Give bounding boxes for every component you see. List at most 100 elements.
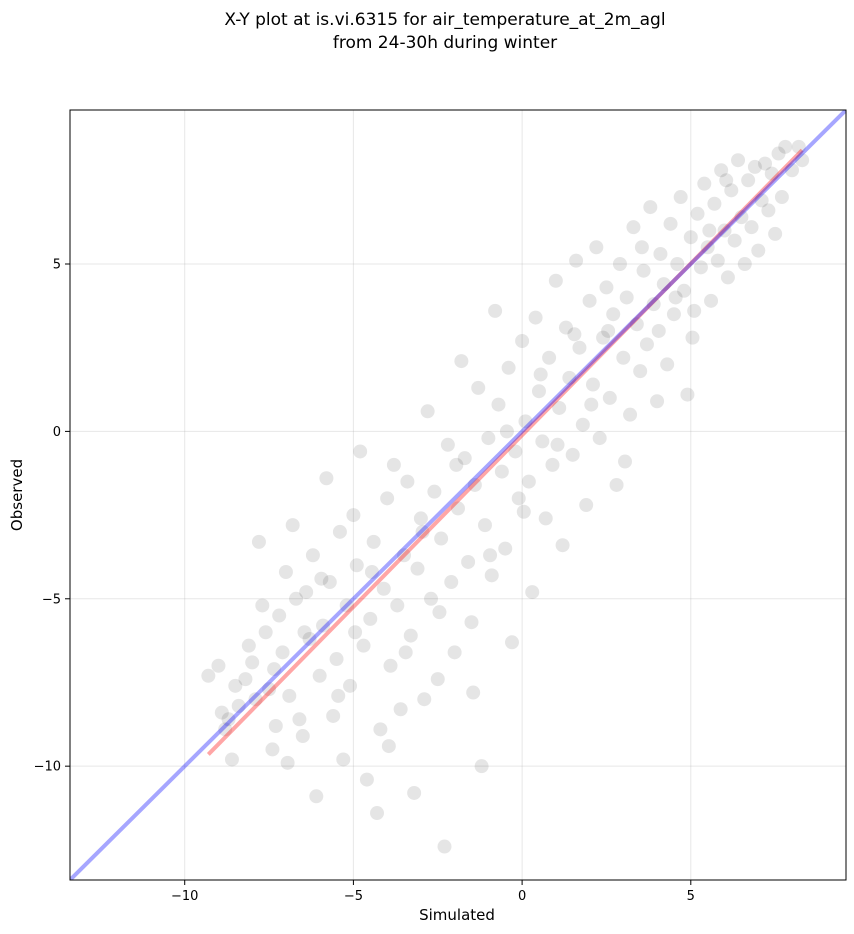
data-point	[633, 364, 648, 379]
data-point	[322, 575, 337, 590]
data-point	[653, 246, 668, 261]
data-point	[710, 253, 725, 268]
data-point	[245, 655, 260, 670]
data-point	[660, 357, 675, 372]
data-point	[218, 722, 233, 737]
data-point	[359, 772, 374, 787]
chart-title-line-1: X-Y plot at is.vi.6315 for air_temperatu…	[224, 10, 665, 30]
data-point	[609, 477, 624, 492]
data-point	[634, 240, 649, 255]
data-point	[680, 387, 695, 402]
regression-line	[206, 148, 804, 756]
data-point	[474, 759, 489, 774]
data-point	[366, 534, 381, 549]
data-point	[471, 380, 486, 395]
data-point	[501, 360, 516, 375]
data-point	[791, 139, 806, 154]
data-point	[491, 397, 506, 412]
data-point	[589, 240, 604, 255]
data-point	[516, 504, 531, 519]
data-point	[410, 561, 425, 576]
data-point	[601, 323, 616, 338]
data-point	[666, 307, 681, 322]
data-point	[623, 407, 638, 422]
data-point	[258, 625, 273, 640]
data-point	[376, 581, 391, 596]
chart-title-line-2: from 24-30h during winter	[333, 33, 557, 53]
data-point	[331, 688, 346, 703]
data-point	[437, 839, 452, 854]
data-point	[319, 471, 334, 486]
data-point	[643, 200, 658, 215]
data-point	[461, 554, 476, 569]
data-point	[758, 156, 773, 171]
fit-lines	[70, 110, 846, 880]
data-point	[424, 591, 439, 606]
data-point	[697, 176, 712, 191]
data-point	[504, 635, 519, 650]
data-point	[356, 638, 371, 653]
data-point	[511, 491, 526, 506]
data-point	[466, 685, 481, 700]
data-point	[707, 196, 722, 211]
data-point	[744, 220, 759, 235]
data-points	[201, 139, 810, 854]
data-point	[348, 625, 363, 640]
data-point	[558, 320, 573, 335]
y-axis-label: Observed	[8, 459, 26, 531]
data-point	[555, 538, 570, 553]
data-point	[373, 722, 388, 737]
data-point	[449, 457, 464, 472]
data-point	[407, 785, 422, 800]
data-point	[518, 414, 533, 429]
data-point	[353, 444, 368, 459]
data-point	[636, 263, 651, 278]
data-point	[690, 206, 705, 221]
data-point	[663, 216, 678, 231]
data-point	[349, 558, 364, 573]
data-point	[737, 257, 752, 271]
data-point	[221, 712, 236, 727]
data-point	[295, 729, 310, 744]
data-point	[464, 615, 479, 630]
data-point	[329, 652, 344, 667]
data-point	[545, 457, 560, 472]
data-point	[585, 377, 600, 392]
data-point	[238, 672, 253, 687]
x-tick-label: 0	[518, 889, 526, 904]
y-tick-label: −10	[34, 760, 61, 775]
data-point	[255, 598, 270, 613]
data-point	[312, 668, 327, 683]
grid-lines	[70, 110, 846, 880]
data-point	[602, 390, 617, 405]
data-point	[224, 752, 239, 767]
data-point	[393, 702, 408, 717]
data-point	[700, 240, 715, 255]
data-point	[656, 277, 671, 292]
data-point	[741, 173, 756, 188]
data-point	[719, 173, 734, 188]
data-point	[251, 534, 266, 549]
identity-line	[70, 110, 846, 880]
data-point	[579, 498, 594, 513]
data-point	[629, 317, 644, 332]
data-point	[454, 354, 469, 369]
data-point	[211, 658, 226, 673]
data-point	[420, 404, 435, 419]
data-point	[567, 327, 582, 342]
data-point	[214, 705, 229, 720]
data-point	[305, 548, 320, 563]
data-point	[434, 531, 449, 546]
data-point	[651, 323, 666, 338]
data-point	[275, 645, 290, 660]
x-tick-label: −10	[171, 889, 198, 904]
data-point	[467, 477, 482, 492]
data-point	[619, 290, 634, 305]
data-point	[363, 611, 378, 626]
data-point	[400, 474, 415, 489]
data-point	[531, 384, 546, 399]
data-point	[572, 340, 587, 355]
data-point	[521, 474, 536, 489]
data-point	[364, 565, 379, 579]
data-point	[272, 608, 287, 623]
